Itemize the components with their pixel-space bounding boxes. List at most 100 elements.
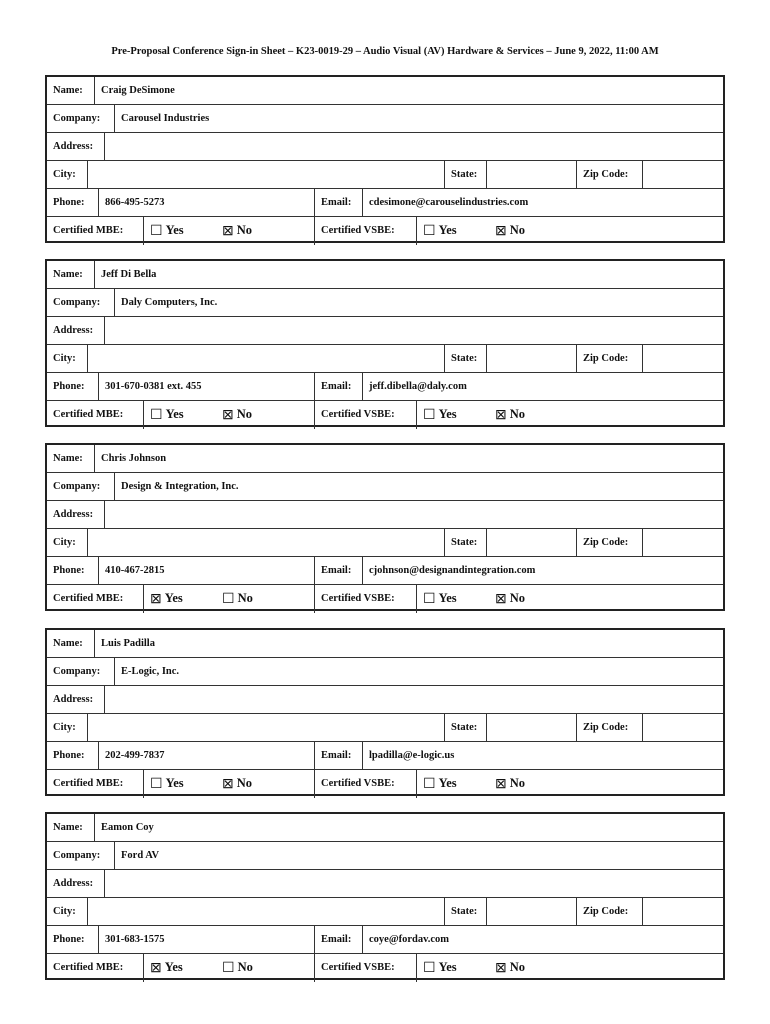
zip-label: Zip Code: (577, 161, 643, 188)
entry-block: Name: Eamon Coy Company: Ford AV Address: … (45, 812, 725, 982)
mbe-label: Certified MBE: (47, 401, 144, 429)
zip-field[interactable] (643, 345, 723, 372)
phone-field[interactable]: 301-670-0381 ext. 455 (99, 373, 315, 400)
company-field[interactable]: Ford AV (121, 850, 160, 861)
name-field[interactable]: Eamon Coy (101, 822, 154, 833)
vsbe-no-checkbox[interactable]: ⊠ No (495, 960, 526, 976)
vsbe-options: ☐ Yes ⊠ No (417, 585, 723, 613)
email-field[interactable]: cdesimone@carouselindustries.com (369, 197, 529, 208)
state-field[interactable] (487, 161, 577, 188)
company-row: Company: Ford AV (47, 842, 723, 870)
state-label: State: (445, 345, 487, 372)
address-label: Address: (47, 870, 105, 897)
mbe-yes-checkbox[interactable]: ☐ Yes (150, 776, 184, 792)
vsbe-yes-checkbox[interactable]: ☐ Yes (423, 407, 457, 423)
certification-row: Certified MBE: ⊠ Yes ☐ No Certified VSBE: ☐ Yes… (47, 954, 723, 982)
phone-field[interactable]: 301-683-1575 (99, 926, 315, 953)
state-field[interactable] (487, 714, 577, 741)
zip-field[interactable] (643, 714, 723, 741)
address-field[interactable] (105, 870, 723, 897)
mbe-no-checkbox[interactable]: ☐ No (222, 960, 253, 976)
vsbe-no-checkbox[interactable]: ⊠ No (495, 407, 526, 423)
name-field[interactable]: Jeff Di Bella (101, 269, 157, 280)
name-field[interactable]: Luis Padilla (101, 638, 155, 649)
company-label: Company: (47, 105, 115, 132)
city-field[interactable] (88, 161, 445, 188)
company-label: Company: (47, 658, 115, 685)
city-label: City: (47, 529, 88, 556)
city-row: City: State: Zip Code: (47, 898, 723, 926)
name-label: Name: (47, 261, 95, 288)
city-field[interactable] (88, 345, 445, 372)
mbe-no-checkbox[interactable]: ⊠ No (222, 223, 253, 239)
checked-checkbox-icon: ⊠ (150, 592, 162, 607)
address-field[interactable] (105, 133, 723, 160)
name-row: Name: Luis Padilla (47, 630, 723, 658)
state-label: State: (445, 161, 487, 188)
vsbe-yes-checkbox[interactable]: ☐ Yes (423, 776, 457, 792)
vsbe-label: Certified VSBE: (315, 217, 417, 245)
vsbe-yes-checkbox[interactable]: ☐ Yes (423, 223, 457, 239)
checkbox-icon: ☐ (423, 224, 436, 239)
email-field[interactable]: coye@fordav.com (369, 934, 450, 945)
name-field[interactable]: Chris Johnson (101, 453, 167, 464)
email-field[interactable]: lpadilla@e-logic.us (369, 750, 455, 761)
checked-checkbox-icon: ⊠ (222, 408, 234, 423)
name-field[interactable]: Craig DeSimone (101, 85, 175, 96)
phone-field[interactable]: 202-499-7837 (99, 742, 315, 769)
email-label: Email: (315, 373, 363, 400)
zip-field[interactable] (643, 898, 723, 925)
company-field[interactable]: E-Logic, Inc. (121, 666, 180, 677)
mbe-yes-checkbox[interactable]: ☐ Yes (150, 223, 184, 239)
company-row: Company: Design & Integration, Inc. (47, 473, 723, 501)
mbe-yes-checkbox[interactable]: ⊠ Yes (150, 960, 183, 976)
email-field[interactable]: cjohnson@designandintegration.com (369, 565, 536, 576)
company-field[interactable]: Design & Integration, Inc. (121, 481, 239, 492)
mbe-yes-checkbox[interactable]: ☐ Yes (150, 407, 184, 423)
address-field[interactable] (105, 317, 723, 344)
mbe-no-checkbox[interactable]: ⊠ No (222, 776, 253, 792)
mbe-no-checkbox[interactable]: ☐ No (222, 591, 253, 607)
city-field[interactable] (88, 714, 445, 741)
address-field[interactable] (105, 501, 723, 528)
address-field[interactable] (105, 686, 723, 713)
city-row: City: State: Zip Code: (47, 529, 723, 557)
city-row: City: State: Zip Code: (47, 345, 723, 373)
zip-field[interactable] (643, 529, 723, 556)
entry-block: Name: Craig DeSimone Company: Carousel Ind… (45, 75, 725, 245)
name-row: Name: Eamon Coy (47, 814, 723, 842)
company-label: Company: (47, 289, 115, 316)
address-row: Address: (47, 501, 723, 529)
email-label: Email: (315, 926, 363, 953)
mbe-options: ☐ Yes ⊠ No (144, 217, 315, 245)
mbe-yes-checkbox[interactable]: ⊠ Yes (150, 591, 183, 607)
phone-field[interactable]: 410-467-2815 (99, 557, 315, 584)
city-field[interactable] (88, 529, 445, 556)
city-field[interactable] (88, 898, 445, 925)
state-label: State: (445, 529, 487, 556)
vsbe-no-checkbox[interactable]: ⊠ No (495, 223, 526, 239)
city-label: City: (47, 714, 88, 741)
company-field[interactable]: Daly Computers, Inc. (121, 297, 218, 308)
mbe-label: Certified MBE: (47, 954, 144, 982)
vsbe-yes-checkbox[interactable]: ☐ Yes (423, 591, 457, 607)
email-field[interactable]: jeff.dibella@daly.com (369, 381, 467, 392)
mbe-label: Certified MBE: (47, 770, 144, 798)
vsbe-yes-checkbox[interactable]: ☐ Yes (423, 960, 457, 976)
city-row: City: State: Zip Code: (47, 714, 723, 742)
checkbox-icon: ☐ (423, 592, 436, 607)
phone-field[interactable]: 866-495-5273 (99, 189, 315, 216)
mbe-no-checkbox[interactable]: ⊠ No (222, 407, 253, 423)
company-field[interactable]: Carousel Industries (121, 113, 210, 124)
page-title: Pre-Proposal Conference Sign-in Sheet – … (111, 46, 659, 57)
zip-field[interactable] (643, 161, 723, 188)
state-field[interactable] (487, 898, 577, 925)
checkbox-icon: ☐ (222, 961, 235, 976)
vsbe-options: ☐ Yes ⊠ No (417, 217, 723, 245)
state-field[interactable] (487, 345, 577, 372)
state-field[interactable] (487, 529, 577, 556)
zip-label: Zip Code: (577, 345, 643, 372)
vsbe-no-checkbox[interactable]: ⊠ No (495, 776, 526, 792)
vsbe-no-checkbox[interactable]: ⊠ No (495, 591, 526, 607)
checkbox-icon: ☐ (423, 777, 436, 792)
